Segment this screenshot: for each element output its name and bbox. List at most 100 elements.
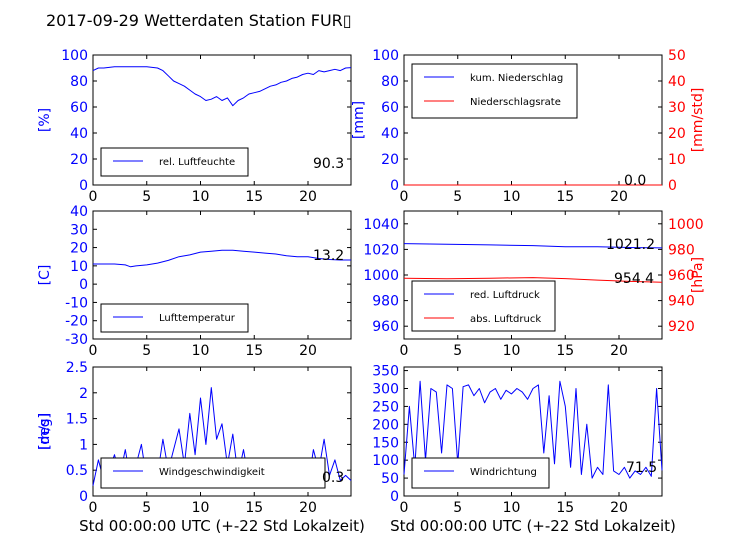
x-tick-label: 20: [299, 189, 317, 205]
legend-box: [100, 147, 249, 177]
y2-tick-label: 50: [668, 48, 686, 64]
x-tick-label: 5: [142, 500, 151, 516]
y-tick-label: 100: [372, 453, 399, 469]
legend-box: [100, 457, 326, 489]
current-value: 13.2: [313, 248, 344, 264]
y-axis-label: [deg]: [37, 413, 53, 450]
y2-axis-label: [hPa]: [690, 257, 706, 293]
y2-tick-label: 940: [668, 294, 695, 310]
axes-frame: [403, 366, 663, 497]
axes-frame: [92, 54, 352, 186]
y-tick-label: 350: [372, 364, 399, 380]
legend-label: rel. Luftfeuchte: [159, 157, 235, 168]
y2-tick-label: 30: [668, 100, 686, 116]
y-tick-label: 40: [70, 204, 88, 220]
panel-winddirection: 0 5 10 15 20050100150200250300350[deg]Windri…: [37, 364, 663, 516]
y-tick-label: 980: [372, 294, 399, 310]
x-tick-label: 0: [400, 189, 409, 205]
series-line: [403, 277, 663, 283]
x-tick-label: 0: [89, 500, 98, 516]
x-tick-label: 15: [556, 189, 574, 205]
y2-tick-label: 0: [668, 178, 677, 194]
y2-axis-label: [mm/std]: [690, 88, 706, 153]
y-tick-label: 1040: [363, 217, 399, 233]
y-tick-label: 80: [70, 74, 88, 90]
y-tick-label: 10: [70, 259, 88, 275]
legend-box: [411, 280, 556, 332]
y-tick-label: 0: [390, 489, 399, 505]
y-tick-label: 100: [372, 48, 399, 64]
legend-label: abs. Luftdruck: [470, 314, 541, 325]
x-tick-label: 10: [192, 343, 210, 359]
x-tick-label: 5: [142, 189, 151, 205]
y-tick-label: 2: [79, 386, 88, 402]
x-tick-label: 5: [453, 189, 462, 205]
x-tick-label: 15: [556, 500, 574, 516]
figure-title: 2017-09-29 Wetterdaten Station FUR▯: [46, 11, 352, 30]
y-tick-label: 1020: [363, 242, 399, 258]
panel-temperature: 0 5 10 15 20 -30 -20 -10 0 10 20 30 40 [C] Lufttempera…: [37, 204, 352, 359]
y-tick-label: 40: [70, 126, 88, 142]
y2-tick-label: 920: [668, 319, 695, 335]
legend-label: Windrichtung: [470, 467, 537, 478]
legend-label: Windgeschwindigkeit: [159, 467, 265, 478]
axes-frame: [92, 210, 352, 340]
y-tick-label: 250: [372, 399, 399, 415]
x-tick-label: 15: [245, 343, 263, 359]
x-tick-label: 10: [503, 189, 521, 205]
series-line: [92, 66, 352, 107]
x-tick-label: 5: [453, 500, 462, 516]
y-tick-label: 20: [70, 241, 88, 257]
y2-tick-label: 960: [668, 268, 695, 284]
y-tick-label: 0: [390, 178, 399, 194]
current-value: 0.0: [624, 173, 646, 189]
legend-label: Lufttemperatur: [159, 313, 236, 324]
y-tick-label: -30: [65, 332, 88, 348]
y-tick-label: -20: [65, 314, 88, 330]
y-tick-label: 60: [70, 100, 88, 116]
x-tick-label: 10: [503, 343, 521, 359]
y-tick-label: 1.5: [66, 412, 88, 428]
series-line: [93, 249, 351, 268]
y-tick-label: 30: [70, 222, 88, 238]
panel-humidity: 0 5 10 15 20 0 20 40 60 80 100 [%] rel. Luftfeuchte 9…: [37, 48, 352, 205]
y-tick-label: 300: [372, 382, 399, 398]
y-tick-label: 0: [79, 178, 88, 194]
x-tick-label: 10: [192, 189, 210, 205]
x-tick-label: 15: [556, 343, 574, 359]
y-tick-label: 20: [70, 152, 88, 168]
x-tick-label: 0: [400, 500, 409, 516]
panel-pressure: 0 5 10 15 20 960 980 1000 1020 1040 920 940 960 980 10…: [363, 210, 706, 359]
y-tick-label: 0: [79, 489, 88, 505]
y-axis-label: [C]: [37, 265, 53, 286]
y-tick-label: 1: [79, 437, 88, 453]
legend-box: [100, 303, 249, 333]
y-tick-label: 0: [79, 277, 88, 293]
current-value: 71.5: [626, 460, 657, 476]
y2-tick-label: 40: [668, 74, 686, 90]
axes-frame: [92, 366, 352, 497]
x-tick-label: 0: [400, 343, 409, 359]
panel-precipitation: 0 5 10 15 20 0 20 40 60 80 100 0 10 20 30 40 50 [mm] [mm/s…: [351, 48, 706, 205]
legend-box: [411, 63, 578, 119]
y-tick-label: 40: [381, 126, 399, 142]
y2-tick-label: 980: [668, 242, 695, 258]
y-tick-label: 80: [381, 74, 399, 90]
x-tick-label: 20: [299, 500, 317, 516]
series-line: [404, 183, 662, 186]
y-tick-label: 20: [381, 152, 399, 168]
y-axis-label: [m/s]: [37, 413, 53, 450]
y-tick-label: 150: [372, 435, 399, 451]
x-tick-label: 20: [610, 343, 628, 359]
y-tick-label: 1000: [363, 268, 399, 284]
current-value: 90.3: [313, 156, 344, 172]
x-tick-label: 20: [610, 189, 628, 205]
y-tick-label: 2.5: [66, 360, 88, 376]
x-tick-label: 0: [89, 343, 98, 359]
x-tick-label: 10: [192, 500, 210, 516]
y-axis-label: [mm]: [351, 101, 367, 139]
y-tick-label: 960: [372, 319, 399, 335]
x-tick-label: 15: [245, 500, 263, 516]
